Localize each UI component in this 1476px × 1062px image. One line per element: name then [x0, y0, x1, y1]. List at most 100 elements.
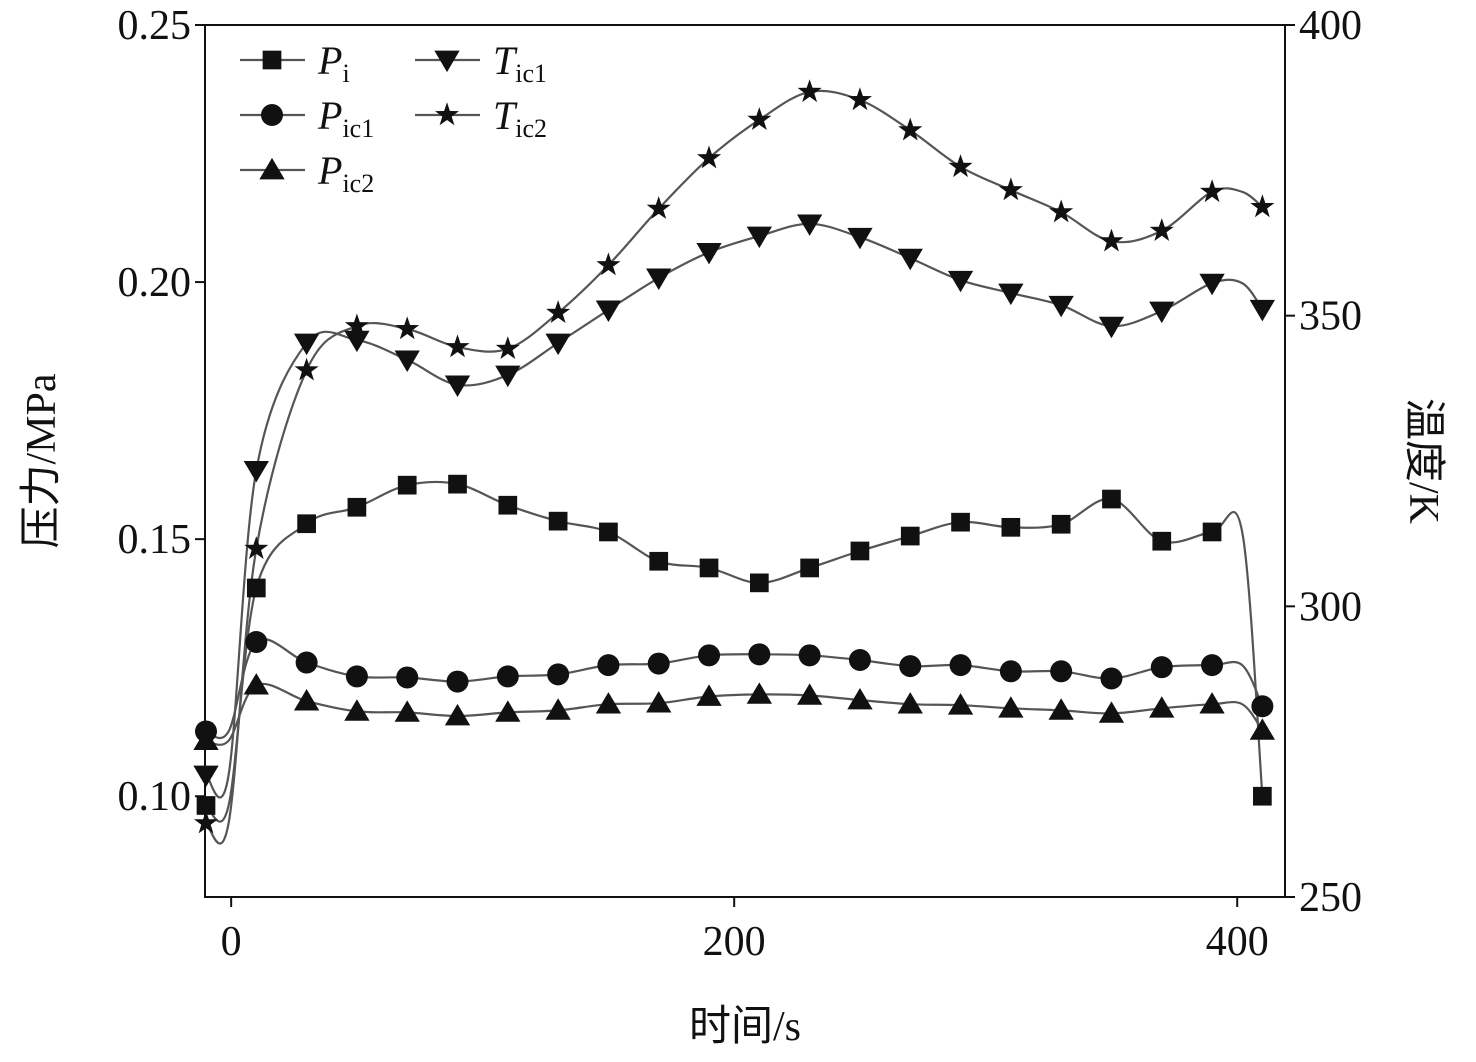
- marker-pi: [397, 475, 417, 495]
- y-right-tick-label: 300: [1299, 584, 1362, 630]
- marker-tic1: [696, 242, 722, 265]
- marker-pic2: [394, 700, 420, 722]
- legend-marker-square-icon: [262, 50, 282, 70]
- marker-pi: [599, 522, 618, 542]
- marker-tic2: [445, 334, 470, 358]
- legend-item-tic2: Tic2: [415, 93, 547, 143]
- marker-pi: [297, 514, 316, 534]
- marker-pic2: [1249, 718, 1276, 740]
- marker-pic2: [495, 700, 521, 722]
- legend-marker-triangle-down-icon: [434, 50, 460, 73]
- marker-tic1: [796, 214, 823, 236]
- marker-pic2: [1149, 696, 1175, 718]
- marker-tic1: [243, 460, 269, 483]
- marker-pic2: [796, 683, 823, 705]
- marker-pic1: [748, 643, 771, 666]
- x-tick-label: 200: [703, 919, 766, 965]
- marker-tic2: [747, 107, 772, 130]
- marker-tic1: [193, 765, 219, 788]
- marker-tic1: [847, 227, 873, 250]
- marker-tic1: [394, 350, 420, 372]
- marker-pi: [951, 512, 970, 532]
- marker-pic2: [595, 692, 622, 714]
- marker-tic2: [1200, 179, 1225, 203]
- y-right-tick-label: 250: [1299, 875, 1362, 921]
- legend-label: Tic1: [493, 38, 547, 88]
- marker-pic1: [1251, 695, 1274, 718]
- marker-pi: [448, 474, 467, 494]
- y-right-tick-label: 400: [1299, 3, 1362, 49]
- y-left-tick-label: 0.10: [118, 774, 192, 820]
- marker-tic2: [1149, 218, 1174, 241]
- marker-tic2: [244, 536, 269, 559]
- marker-pic1: [647, 652, 670, 675]
- marker-pi: [649, 551, 669, 571]
- marker-pi: [498, 495, 518, 515]
- line-tic2: [204, 89, 1264, 845]
- legend-marker-circle-icon: [261, 104, 283, 126]
- x-axis-label: 时间/s: [689, 1004, 801, 1050]
- marker-tic2: [294, 357, 319, 381]
- axis-ticks: 0 200 400 0.10 0.15 0.20 0.25 250 300 350 400: [118, 3, 1363, 965]
- marker-pic1: [999, 660, 1022, 683]
- marker-pi: [1051, 514, 1071, 534]
- y-right-tick-label: 350: [1299, 294, 1362, 340]
- marker-pic2: [947, 693, 974, 715]
- marker-pic1: [597, 654, 620, 677]
- marker-pic2: [646, 691, 672, 713]
- marker-tic1: [495, 365, 521, 388]
- marker-tic1: [595, 300, 622, 322]
- marker-tic2: [948, 154, 973, 178]
- marker-pic1: [1100, 667, 1123, 690]
- marker-pic2: [847, 687, 873, 710]
- marker-pic1: [245, 630, 268, 653]
- marker-pic1: [1150, 656, 1173, 679]
- marker-pi: [347, 497, 367, 517]
- legend-label: Tic2: [493, 93, 547, 143]
- y-axis-right-label: 温度/K: [1400, 398, 1446, 524]
- marker-tic1: [646, 268, 672, 290]
- marker-pic2: [998, 696, 1024, 718]
- marker-pic1: [949, 654, 972, 677]
- marker-tic2: [344, 313, 369, 337]
- marker-pi: [196, 796, 216, 815]
- marker-tic2: [495, 336, 520, 359]
- marker-pi: [749, 573, 769, 593]
- marker-tic1: [444, 375, 471, 397]
- marker-pi: [850, 541, 870, 561]
- marker-pic1: [698, 644, 721, 667]
- marker-tic2: [1250, 194, 1275, 218]
- marker-pic2: [696, 684, 722, 706]
- marker-tic2: [998, 177, 1023, 201]
- marker-pic1: [496, 665, 519, 688]
- legend-marker-triangle-up-icon: [259, 157, 285, 180]
- marker-pic2: [545, 698, 571, 720]
- marker-pi: [1102, 489, 1121, 509]
- marker-pi: [1152, 531, 1172, 551]
- marker-tic1: [1098, 316, 1125, 339]
- marker-tic2: [797, 79, 822, 103]
- marker-tic1: [293, 333, 320, 356]
- marker-tic1: [947, 270, 974, 293]
- marker-pic1: [899, 655, 922, 678]
- legend-marker-star-icon: [435, 102, 459, 126]
- line-pic1: [205, 638, 1264, 740]
- marker-tic1: [998, 283, 1024, 306]
- marker-pic2: [193, 728, 219, 751]
- marker-pic1: [446, 670, 469, 693]
- marker-pi: [699, 558, 719, 578]
- marker-pi: [900, 526, 920, 546]
- legend-item-pic2: Pic2: [240, 148, 374, 198]
- legend-item-pi: Pi: [240, 38, 350, 88]
- marker-pic2: [746, 682, 772, 704]
- y-left-tick-label: 0.15: [118, 517, 192, 563]
- marker-pic1: [1050, 660, 1073, 683]
- marker-pi: [246, 578, 266, 598]
- marker-tic2: [546, 300, 571, 323]
- plot-frame: [204, 24, 1286, 898]
- series-markers: [193, 79, 1276, 834]
- marker-pic2: [897, 692, 923, 714]
- marker-tic2: [596, 252, 621, 276]
